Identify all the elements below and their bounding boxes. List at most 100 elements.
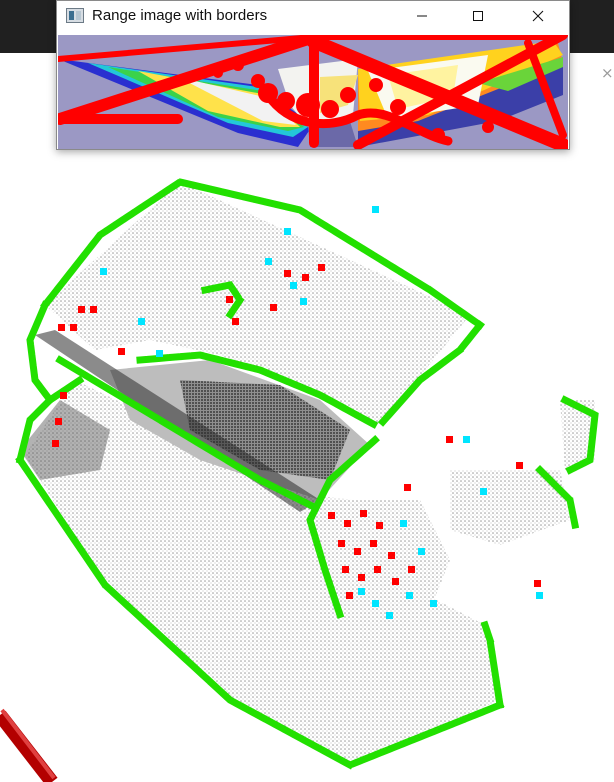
window-titlebar[interactable]: Range image with borders [57, 1, 569, 33]
border-point [358, 574, 365, 581]
border-blob [321, 100, 339, 118]
veil-point [156, 350, 163, 357]
border-blob [258, 83, 278, 103]
border-point [58, 324, 65, 331]
border-blob [251, 74, 265, 88]
border-point [270, 304, 277, 311]
border-line-diagonal-right [306, 35, 568, 149]
border-point [60, 392, 67, 399]
border-point [404, 484, 411, 491]
border-blob [482, 121, 494, 133]
window-title: Range image with borders [92, 7, 268, 24]
veil-point [406, 592, 413, 599]
range-band-right-green [478, 57, 563, 91]
border-point [370, 540, 377, 547]
border-point [55, 418, 62, 425]
border-blob [431, 128, 445, 142]
border-point [360, 510, 367, 517]
coordinate-axis-tube [0, 710, 58, 782]
veil-point [418, 548, 425, 555]
outline-top-edge [40, 178, 485, 330]
border-point [388, 552, 395, 559]
background-close-icon[interactable]: × [601, 64, 614, 82]
border-point [232, 318, 239, 325]
veil-point [536, 592, 543, 599]
outline-front-right [480, 620, 504, 709]
border-point [118, 348, 125, 355]
outline-front-bottom [15, 455, 505, 769]
veil-point [300, 298, 307, 305]
surface-shadow-region [180, 380, 350, 480]
border-point [446, 436, 453, 443]
surface-right-side [320, 500, 450, 620]
border-point [226, 296, 233, 303]
border-line-left-edge [58, 35, 314, 125]
border-point [346, 592, 353, 599]
veil-point [463, 436, 470, 443]
surface-top-plane [45, 182, 470, 425]
surface-diagonal-streak [35, 330, 320, 512]
veil-point [358, 588, 365, 595]
veil-point [386, 612, 393, 619]
border-blob [213, 68, 223, 78]
border-point [392, 578, 399, 585]
surface-front-plane [25, 380, 500, 765]
outline-mid-diagonal [55, 355, 315, 510]
border-point [374, 566, 381, 573]
maximize-icon [473, 11, 483, 21]
window-app-icon [66, 8, 84, 23]
border-point [302, 274, 309, 281]
minimize-icon [417, 15, 427, 17]
veil-point [100, 268, 107, 275]
veil-point [400, 520, 407, 527]
border-point [534, 580, 541, 587]
outline-small-loop [200, 281, 245, 320]
range-border-blobs [213, 59, 494, 142]
outline-left-edge [26, 300, 55, 405]
point-cloud-view[interactable] [0, 150, 614, 782]
veil-point [290, 282, 297, 289]
veil-point [138, 318, 145, 325]
border-point [344, 520, 351, 527]
border-line-curve [263, 90, 453, 146]
outline-front-left [15, 375, 85, 465]
border-point [318, 264, 325, 271]
border-point [78, 306, 85, 313]
surface-left-dark-detail [20, 400, 110, 480]
range-band-left-white [178, 77, 296, 125]
outline-far-right [535, 465, 580, 530]
border-point [284, 270, 291, 277]
range-image-window[interactable]: Range image with borders [56, 0, 570, 150]
maximize-button[interactable] [455, 1, 501, 31]
close-button[interactable] [515, 1, 561, 31]
border-point [342, 566, 349, 573]
veil-point [265, 258, 272, 265]
close-icon [532, 10, 544, 22]
surface-right-fragment [560, 400, 595, 470]
minimize-button[interactable] [399, 1, 445, 31]
border-blob [340, 87, 356, 103]
border-point [328, 512, 335, 519]
outline-inner-curve [136, 351, 380, 430]
veil-point [372, 206, 379, 213]
border-point [408, 566, 415, 573]
border-point [52, 440, 59, 447]
border-point [90, 306, 97, 313]
border-point [376, 522, 383, 529]
veil-points [100, 206, 543, 619]
border-blob [369, 78, 383, 92]
outline-right-edge [375, 320, 485, 430]
range-image-view[interactable] [58, 35, 568, 149]
border-line-right-edge [524, 39, 567, 139]
border-point [338, 540, 345, 547]
border-point [516, 462, 523, 469]
border-points [52, 264, 541, 599]
outline-right-fragment [560, 395, 599, 475]
veil-point [430, 600, 437, 607]
border-blob [277, 92, 295, 110]
border-point [354, 548, 361, 555]
veil-point [284, 228, 291, 235]
border-blob [232, 59, 244, 71]
veil-point [480, 488, 487, 495]
border-blob [390, 99, 406, 115]
